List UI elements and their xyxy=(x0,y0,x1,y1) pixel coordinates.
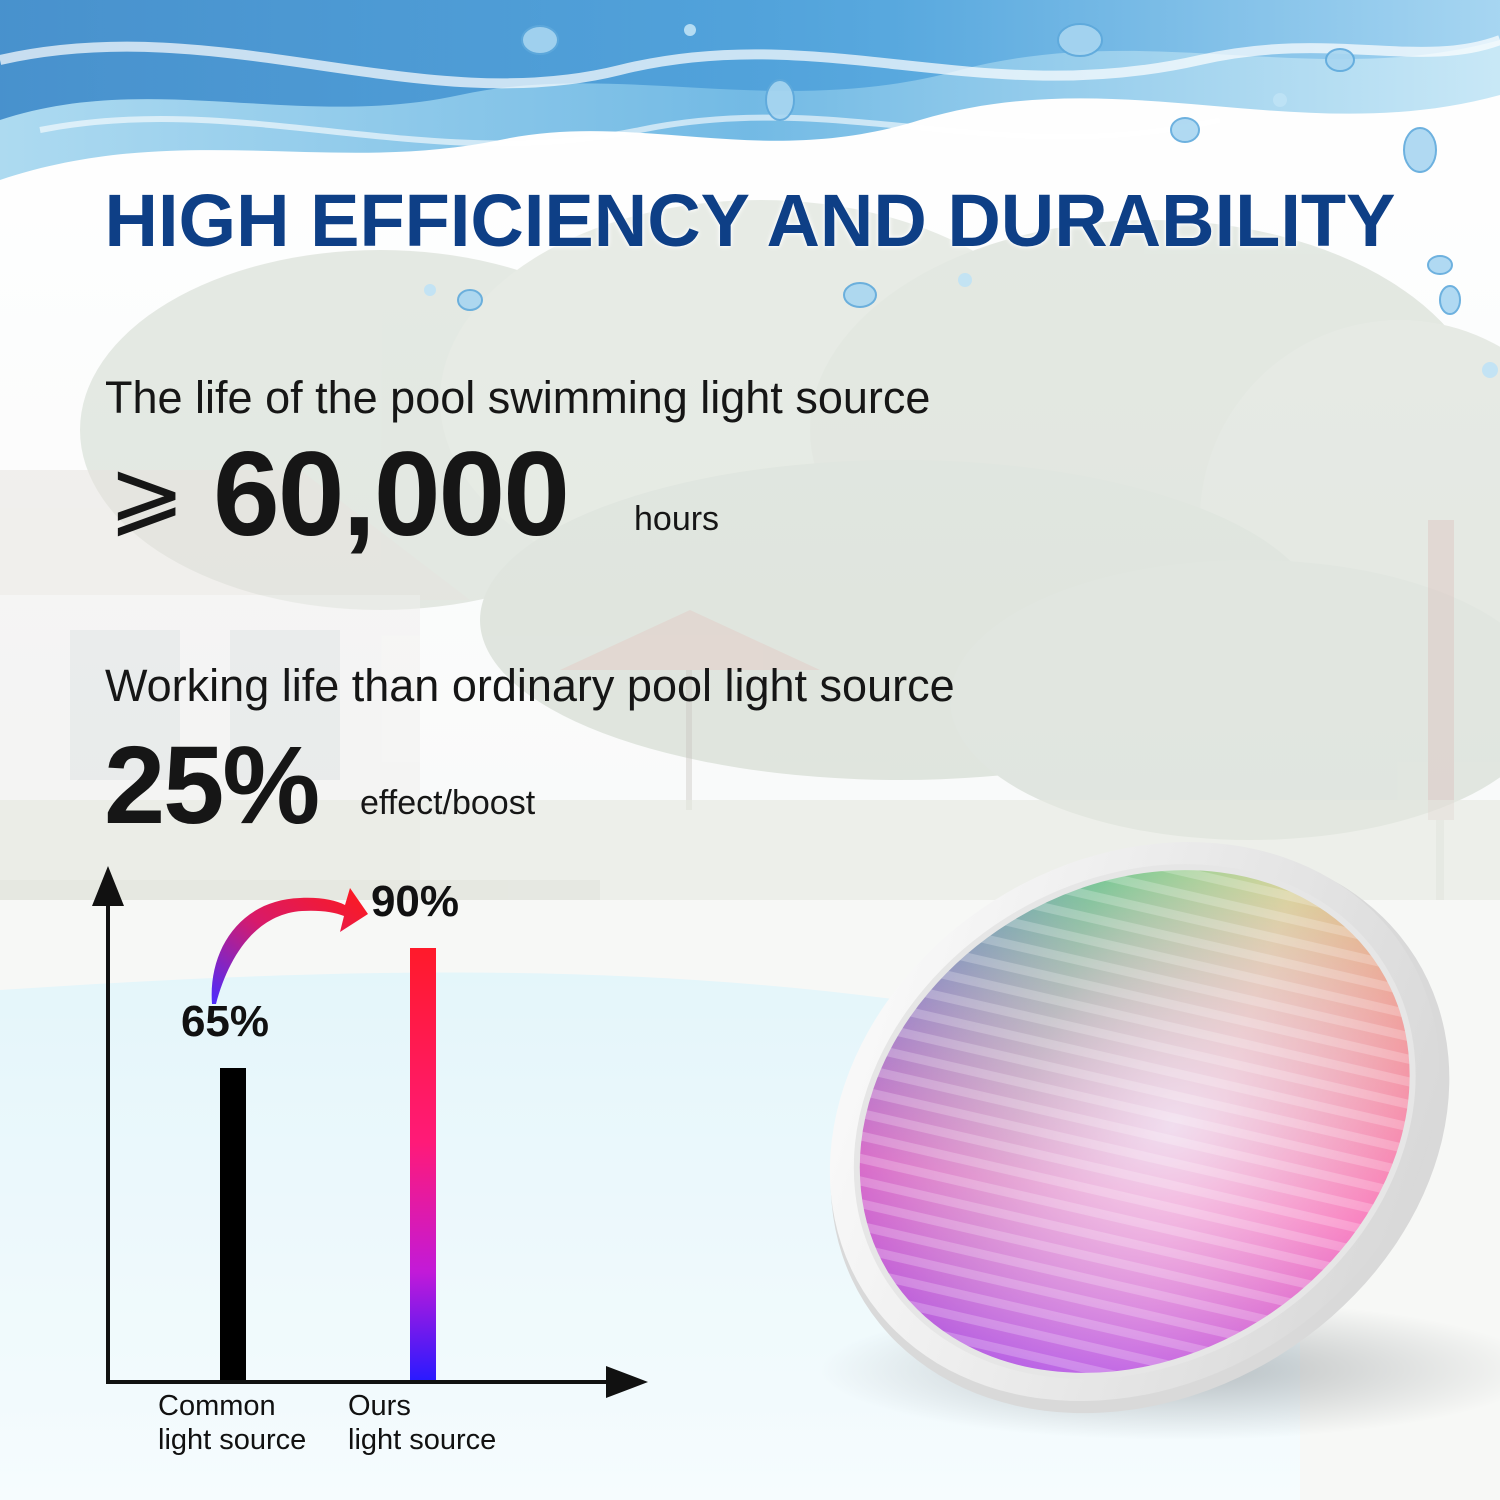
category-label-ours: Ours light source xyxy=(348,1390,496,1456)
bar-ours xyxy=(410,948,436,1380)
increase-arrow-icon xyxy=(211,888,368,1004)
category-label-common: Common light source xyxy=(158,1390,306,1456)
boost-value: 25% xyxy=(104,724,320,847)
value-label-common: 65% xyxy=(181,997,269,1046)
boost-unit: effect/boost xyxy=(360,784,536,822)
y-axis-arrow-icon xyxy=(92,866,124,906)
life-unit: hours xyxy=(634,500,720,538)
x-axis-arrow-icon xyxy=(606,1366,648,1398)
working-life-label: Working life than ordinary pool light so… xyxy=(105,660,955,711)
life-label: The life of the pool swimming light sour… xyxy=(105,372,931,423)
bar-common xyxy=(220,1068,246,1380)
value-label-ours: 90% xyxy=(371,877,459,926)
greater-equal-symbol: ⩾ xyxy=(108,440,186,547)
page-title: HIGH EFFICIENCY AND DURABILITY xyxy=(104,179,1396,262)
life-value: 60,000 xyxy=(213,427,570,561)
